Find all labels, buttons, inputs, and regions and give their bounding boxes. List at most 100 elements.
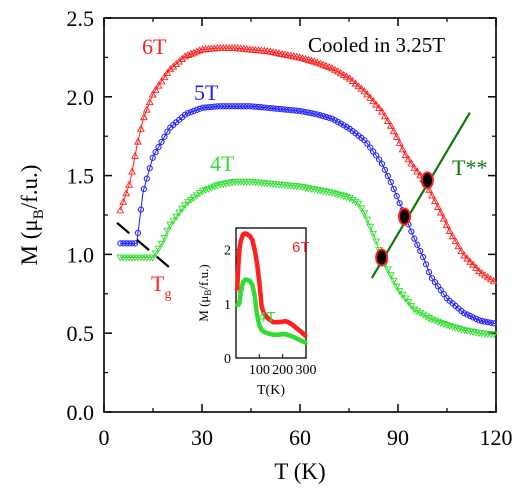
marker-6t: [136, 124, 145, 132]
marker-6t: [145, 97, 154, 106]
marker-5t: [323, 113, 330, 121]
marker-5t: [437, 287, 444, 294]
marker-4t: [422, 313, 431, 321]
inset-marker-6t: [259, 301, 264, 307]
marker-6t: [451, 237, 460, 245]
marker-5t: [258, 104, 265, 111]
y-tick-label: 0.0: [67, 400, 95, 425]
marker-6t: [383, 116, 392, 124]
marker-5t: [181, 111, 189, 118]
main-series: [116, 43, 498, 339]
marker-4t: [448, 323, 457, 332]
marker-6t: [475, 266, 483, 275]
marker-5t: [164, 128, 171, 135]
marker-5t: [302, 108, 309, 116]
marker-6t: [119, 197, 128, 205]
marker-6t: [348, 76, 357, 85]
marker-4t: [295, 183, 304, 191]
marker-5t: [237, 103, 244, 110]
marker-4t: [175, 209, 184, 217]
inset-marker-6t: [236, 253, 242, 259]
marker-6t: [477, 269, 486, 277]
marker-6t: [148, 90, 157, 98]
marker-4t: [469, 328, 478, 337]
marker-4t: [189, 194, 198, 202]
marker-5t: [131, 240, 139, 247]
inset-marker-6t: [258, 292, 263, 297]
marker-6t: [483, 273, 492, 281]
marker-4t: [457, 326, 466, 334]
marker-6t: [154, 81, 163, 89]
marker-4t: [392, 283, 401, 291]
inset-marker-4t: [254, 310, 259, 315]
marker-4t: [178, 205, 187, 213]
marker-6t: [469, 260, 478, 268]
marker-4t: [366, 223, 375, 231]
tg-label-sub: g: [164, 287, 171, 302]
marker-5t: [146, 165, 153, 172]
marker-4t: [472, 329, 481, 337]
marker-5t: [208, 103, 215, 111]
marker-5t: [417, 247, 424, 255]
x-tick-label: 90: [387, 425, 409, 450]
inset-marker-6t: [250, 240, 256, 246]
marker-5t: [214, 103, 221, 110]
marker-6t: [195, 46, 204, 54]
marker-4t: [433, 318, 442, 326]
marker-6t: [375, 103, 384, 111]
inset-y-tick-label: 2: [224, 244, 231, 259]
marker-4t: [325, 189, 334, 197]
marker-5t: [252, 103, 259, 110]
marker-5t: [396, 200, 403, 207]
marker-6t: [433, 202, 442, 210]
marker-5t: [240, 103, 247, 110]
marker-5t: [390, 185, 397, 193]
marker-4t: [172, 213, 181, 221]
marker-5t: [431, 279, 439, 286]
marker-4t: [407, 302, 416, 310]
marker-4t: [348, 196, 357, 205]
marker-4t: [166, 221, 175, 229]
marker-5t: [487, 319, 494, 326]
series-label-4t: 4T: [210, 151, 235, 176]
marker-5t: [287, 107, 294, 114]
marker-5t: [243, 103, 250, 110]
marker-6t: [372, 100, 381, 108]
marker-5t: [308, 110, 315, 117]
marker-4t: [336, 192, 345, 200]
marker-4t: [454, 325, 463, 333]
marker-6t: [439, 214, 448, 222]
marker-6t: [186, 49, 195, 57]
marker-4t: [298, 184, 307, 192]
marker-4t: [451, 324, 460, 332]
marker-6t: [398, 145, 407, 153]
marker-5t: [411, 235, 418, 242]
marker-6t: [333, 67, 342, 75]
marker-6t: [416, 171, 425, 179]
marker-4t: [322, 188, 331, 196]
marker-6t: [466, 257, 475, 265]
marker-5t: [325, 114, 333, 121]
cooling-annotation: Cooled in 3.25T: [308, 33, 445, 57]
inset-marker-6t: [261, 309, 266, 314]
marker-4t: [301, 184, 310, 192]
marker-4t: [389, 277, 398, 286]
marker-4t: [410, 306, 419, 314]
marker-4t: [360, 210, 369, 218]
marker-5t: [278, 106, 286, 113]
marker-6t: [457, 246, 466, 255]
t-double-star-points: [375, 171, 434, 267]
marker-6t: [442, 220, 451, 228]
marker-6t: [480, 271, 489, 279]
marker-5t: [223, 103, 230, 110]
x-tick-label: 0: [99, 425, 110, 450]
marker-5t: [305, 109, 312, 116]
marker-5t: [205, 104, 212, 111]
marker-4t: [351, 198, 360, 206]
marker-5t: [126, 240, 133, 247]
marker-4t: [304, 185, 313, 193]
inset-y-tick-label: 0: [224, 352, 231, 367]
marker-4t: [313, 186, 322, 195]
marker-4t: [436, 319, 445, 328]
marker-6t: [410, 163, 419, 171]
